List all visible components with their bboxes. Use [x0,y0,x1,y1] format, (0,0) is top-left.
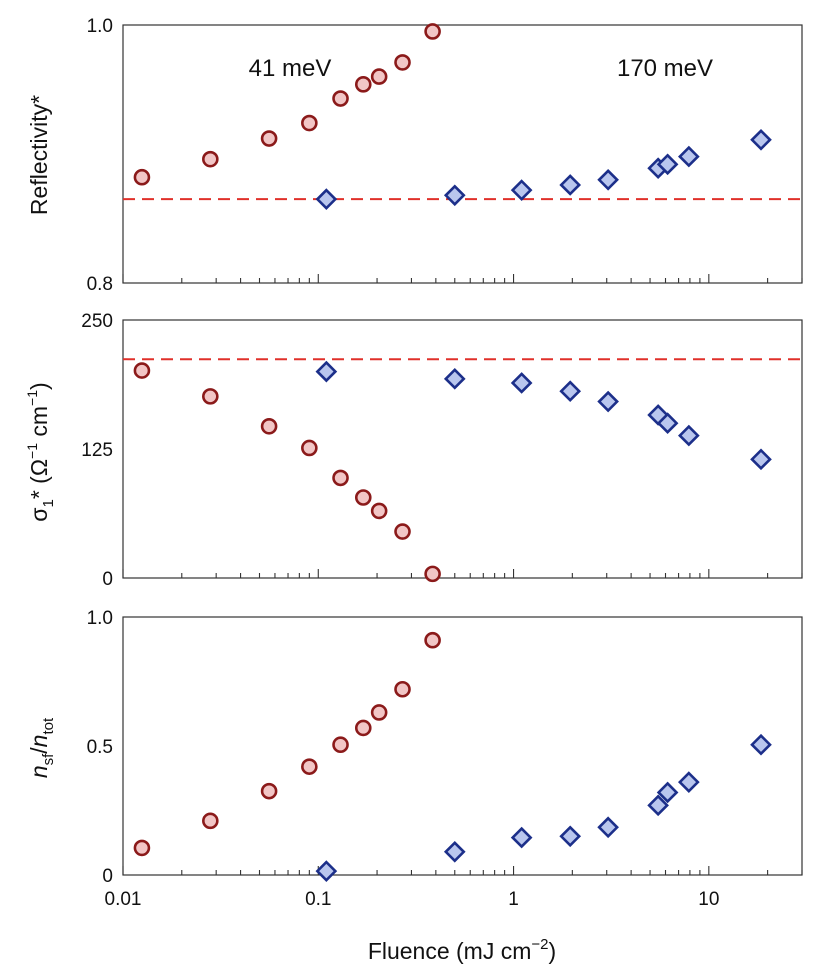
data-point-41mev [394,54,411,71]
x-axis-title: Fluence (mJ cm−2) [368,936,556,964]
data-point-41mev [370,502,388,520]
data-point-170mev [656,781,679,804]
series-41mev [133,631,441,857]
data-point-41mev [394,680,411,698]
y-axis-title-superfluid-fraction: nsf/ntot [26,717,57,778]
plot-frame [122,616,803,876]
data-point-170mev [443,184,466,207]
data-point-41mev [394,523,411,540]
data-point-41mev [301,114,318,132]
data-point-41mev [260,782,278,800]
y-axis-title-conductivity: σ1* (Ω−1 cm−1) [24,382,57,521]
series-170mev [315,360,772,471]
data-point-170mev [315,360,338,383]
data-point-170mev [443,367,466,390]
x-tick-label: 0.1 [305,889,331,910]
panel-reflectivity: 0.8 1.0 [87,16,803,295]
data-point-170mev [315,860,338,882]
y-tick-label: 1.0 [87,608,113,629]
data-point-170mev [597,390,619,413]
plot-frame [122,319,803,579]
data-point-170mev [559,380,582,403]
series-41mev [133,23,441,186]
data-point-170mev [677,145,700,168]
data-point-170mev [315,188,338,210]
data-point-41mev [301,758,318,775]
data-point-170mev [443,840,466,863]
x-tick-label: 10 [698,889,719,910]
data-point-170mev [559,825,582,848]
data-point-41mev [370,704,388,721]
x-tick-label: 1 [508,889,519,910]
data-point-170mev [677,424,700,447]
data-point-41mev [133,168,151,186]
data-point-41mev [424,565,441,583]
x-ticks [122,569,803,578]
data-point-41mev [133,839,151,857]
series-label-170mev: 170 meV [617,55,713,82]
y-tick-label: 0 [102,866,113,887]
data-point-170mev [656,153,679,176]
data-point-170mev [510,826,533,849]
panel-superfluid-fraction: 0 0.5 1.0 0.01 0.1 1 10 [87,608,803,910]
data-point-41mev [424,631,441,649]
data-point-170mev [510,372,533,394]
data-point-41mev [370,68,388,85]
data-point-41mev [354,719,372,737]
plot-frame [122,24,803,284]
data-point-41mev [332,736,349,754]
data-point-170mev [559,174,582,196]
panel-conductivity: 0 125 250 [81,311,803,590]
data-point-41mev [354,76,372,93]
data-point-170mev [647,794,669,817]
data-point-41mev [424,23,441,40]
series-170mev [315,733,772,882]
x-ticks [122,274,803,283]
data-point-170mev [677,771,700,793]
data-point-41mev [202,812,219,830]
y-tick-label: 0.8 [87,274,113,295]
data-point-41mev [202,150,219,168]
series-label-41mev: 41 meV [249,55,332,82]
data-point-41mev [301,439,318,457]
data-point-41mev [260,130,278,147]
x-ticks [122,866,803,875]
y-tick-label: 250 [81,311,113,332]
series-170mev [315,128,772,210]
y-tick-label: 0.5 [87,737,113,758]
y-tick-label: 1.0 [87,16,113,37]
y-tick-label: 125 [81,440,113,461]
y-axis-title-reflectivity: Reflectivity* [26,95,52,215]
data-point-170mev [597,168,619,191]
data-point-41mev [354,489,372,506]
y-tick-label: 0 [102,569,113,590]
data-point-170mev [656,412,679,435]
data-point-170mev [750,733,772,756]
data-point-41mev [260,417,278,435]
data-point-170mev [750,128,772,151]
data-point-41mev [202,388,219,405]
data-point-170mev [597,816,619,839]
data-point-170mev [750,448,772,471]
series-41mev [133,362,441,583]
data-point-41mev [133,362,151,379]
data-point-41mev [332,90,349,107]
data-point-170mev [510,179,533,201]
data-point-41mev [332,469,349,487]
x-tick-label: 0.01 [105,889,142,910]
